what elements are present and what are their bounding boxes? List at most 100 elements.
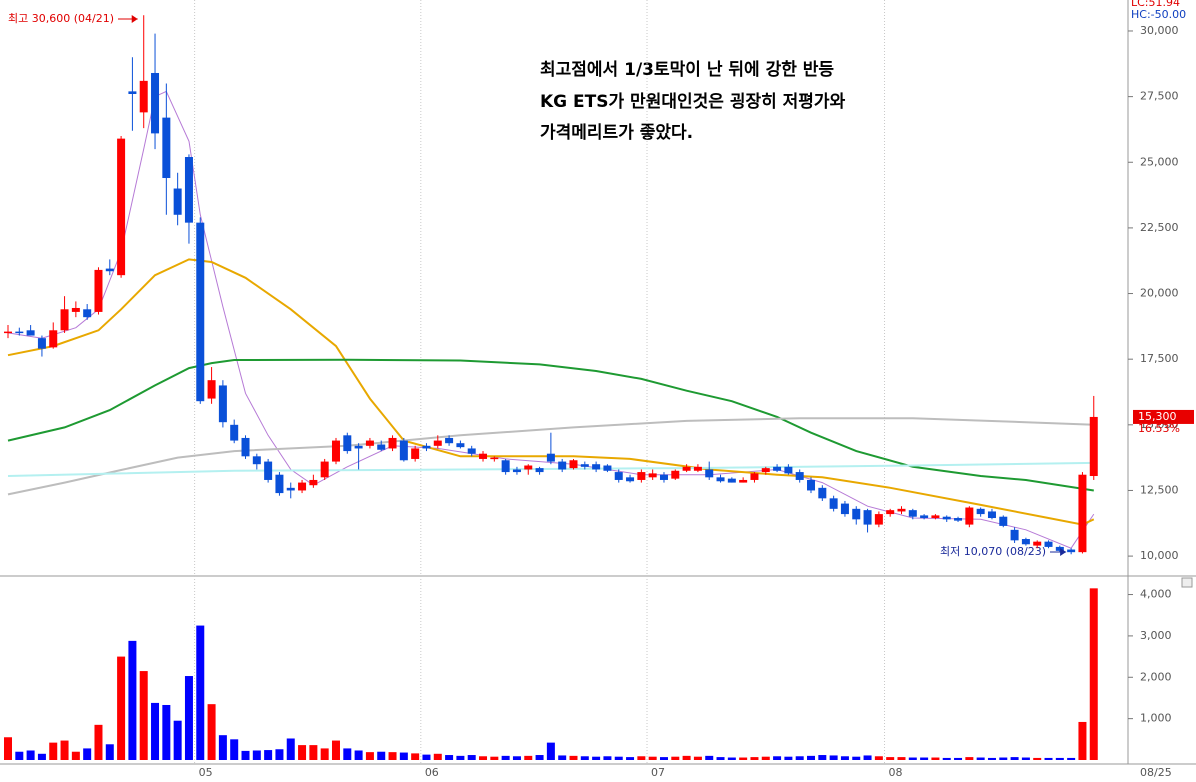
volume-bar: [117, 656, 126, 760]
note-line: 최고점에서 1/3토막이 난 뒤에 강한 반등: [540, 59, 834, 80]
note-line: 가격메리트가 좋았다.: [540, 123, 693, 143]
candle-body: [241, 437, 250, 457]
y-tick-label: 10,000: [1140, 549, 1179, 562]
volume-bar: [807, 755, 816, 760]
volume-bar: [603, 756, 612, 760]
volume-bar: [49, 742, 58, 760]
change-label: 16.53%: [1138, 422, 1180, 435]
volume-bar: [433, 753, 442, 760]
y-tick-label: 27,500: [1140, 90, 1179, 103]
candle-body: [71, 307, 80, 312]
volume-bar: [399, 752, 408, 760]
candle-body: [230, 424, 239, 441]
low-annotation: 최저 10,070 (08/23): [940, 545, 1046, 558]
candle-body: [399, 440, 408, 461]
candle-body: [365, 440, 374, 446]
candle-body: [829, 498, 838, 509]
candle-body: [207, 380, 216, 399]
candle-body: [874, 514, 883, 525]
volume-bar: [512, 756, 521, 760]
candle-body: [501, 460, 510, 473]
candle-body: [49, 330, 58, 348]
candle-body: [456, 443, 465, 448]
volume-bar: [377, 751, 386, 760]
volume-bar: [173, 720, 182, 760]
y-tick-label: 3,000: [1140, 629, 1172, 642]
candle-body: [840, 503, 849, 515]
volume-bar: [874, 756, 883, 760]
volume-bar: [535, 755, 544, 760]
volume-bar: [1021, 757, 1030, 760]
volume-bar: [354, 750, 363, 760]
volume-bar: [83, 748, 92, 760]
candle-body: [4, 331, 12, 334]
candle-body: [433, 440, 442, 446]
volume-bar: [784, 756, 793, 760]
candle-body: [931, 515, 940, 519]
candle-body: [976, 508, 985, 515]
volume-bar: [954, 757, 963, 760]
volume-bar: [580, 756, 589, 760]
candle-body: [264, 461, 273, 480]
candle-body: [626, 477, 635, 482]
candle-body: [1044, 541, 1053, 547]
candle-body: [128, 91, 137, 94]
candle-body: [987, 511, 996, 519]
volume-bar: [60, 740, 69, 760]
volume-bar: [1055, 757, 1064, 760]
candle-body: [818, 487, 827, 499]
x-tick-label: 07: [651, 766, 665, 779]
volume-bar: [920, 757, 929, 760]
candle-body: [603, 465, 612, 471]
candle-body: [94, 269, 103, 312]
candle-body: [151, 72, 160, 134]
volume-bar: [1033, 757, 1042, 760]
volume-bar: [264, 750, 273, 760]
volume-bar: [908, 757, 917, 760]
volume-bar: [965, 757, 974, 760]
last-price-box: [1133, 409, 1194, 424]
volume-bar: [852, 756, 861, 760]
candle-body: [1055, 546, 1064, 551]
y-tick-label: 17,500: [1140, 352, 1179, 365]
volume-bar: [750, 757, 759, 760]
lc-label: LC:51.94: [1131, 0, 1180, 9]
volume-bar: [26, 750, 35, 760]
volume-bar: [139, 671, 148, 760]
candle-body: [184, 157, 193, 223]
volume-bar: [501, 755, 510, 760]
volume-bar: [71, 751, 80, 760]
volume-bar: [343, 748, 352, 760]
volume-bar: [987, 757, 996, 760]
volume-bar: [705, 755, 714, 760]
volume-bar: [105, 744, 114, 760]
volume-bar: [218, 735, 227, 760]
volume-bar: [411, 753, 420, 760]
last-price-label: 15,300: [1138, 410, 1177, 423]
y-tick-label: 1,000: [1140, 712, 1172, 725]
volume-bar: [592, 756, 601, 760]
volume-bar: [275, 749, 284, 760]
candle-body: [999, 516, 1008, 526]
volume-bar: [795, 756, 804, 760]
moving-average-line: [7, 358, 1094, 492]
volume-bar: [569, 755, 578, 760]
candle-body: [750, 473, 759, 480]
candle-body: [524, 465, 533, 470]
candle-body: [1078, 474, 1087, 553]
candle-body: [60, 309, 69, 331]
panel-button[interactable]: [1181, 577, 1193, 588]
volume-bar: [490, 756, 499, 760]
volume-bar: [716, 757, 725, 760]
candle-body: [546, 453, 555, 462]
high-annotation: 최고 30,600 (04/21): [8, 12, 114, 25]
hc-label: HC:-50.00: [1131, 8, 1186, 21]
candle-body: [773, 466, 782, 471]
volume-bar: [365, 752, 374, 760]
low-arrowhead: [1060, 548, 1067, 556]
y-tick-label: 12,500: [1140, 483, 1179, 496]
candle-body: [1089, 416, 1098, 477]
volume-bar: [942, 757, 951, 760]
